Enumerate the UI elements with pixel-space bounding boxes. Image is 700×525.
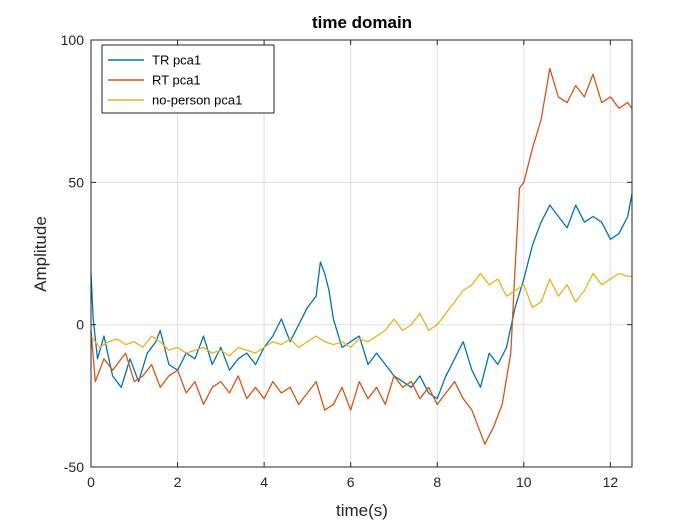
series-layer bbox=[90, 67, 633, 445]
legend-label-2: RT pca1 bbox=[152, 73, 201, 88]
x-axis-label: time(s) bbox=[336, 501, 388, 520]
legend-label-1: TR pca1 bbox=[152, 53, 201, 68]
legend-label-3: no-person pca1 bbox=[152, 93, 242, 108]
y-tick-label: 0 bbox=[76, 317, 84, 333]
y-axis-label: Amplitude bbox=[31, 216, 50, 292]
legend: TR pca1 RT pca1 no-person pca1 bbox=[101, 44, 275, 114]
x-tick-label: 12 bbox=[603, 474, 619, 490]
x-tick-label: 6 bbox=[347, 474, 355, 490]
x-tick-label: 0 bbox=[87, 474, 95, 490]
y-tick-label: -50 bbox=[64, 459, 84, 475]
axes bbox=[90, 39, 633, 468]
series-line-2 bbox=[90, 67, 633, 445]
x-tick-label: 10 bbox=[516, 474, 532, 490]
y-tick-label: 50 bbox=[68, 174, 84, 190]
y-tick-label: 100 bbox=[61, 32, 85, 48]
x-tick-label: 4 bbox=[260, 474, 268, 490]
x-tick-label: 8 bbox=[433, 474, 441, 490]
legend-box bbox=[101, 44, 275, 114]
series-line-3 bbox=[90, 272, 632, 357]
x-tick-label: 2 bbox=[174, 474, 182, 490]
axes-box bbox=[90, 39, 633, 468]
chart-title: time domain bbox=[312, 13, 412, 32]
